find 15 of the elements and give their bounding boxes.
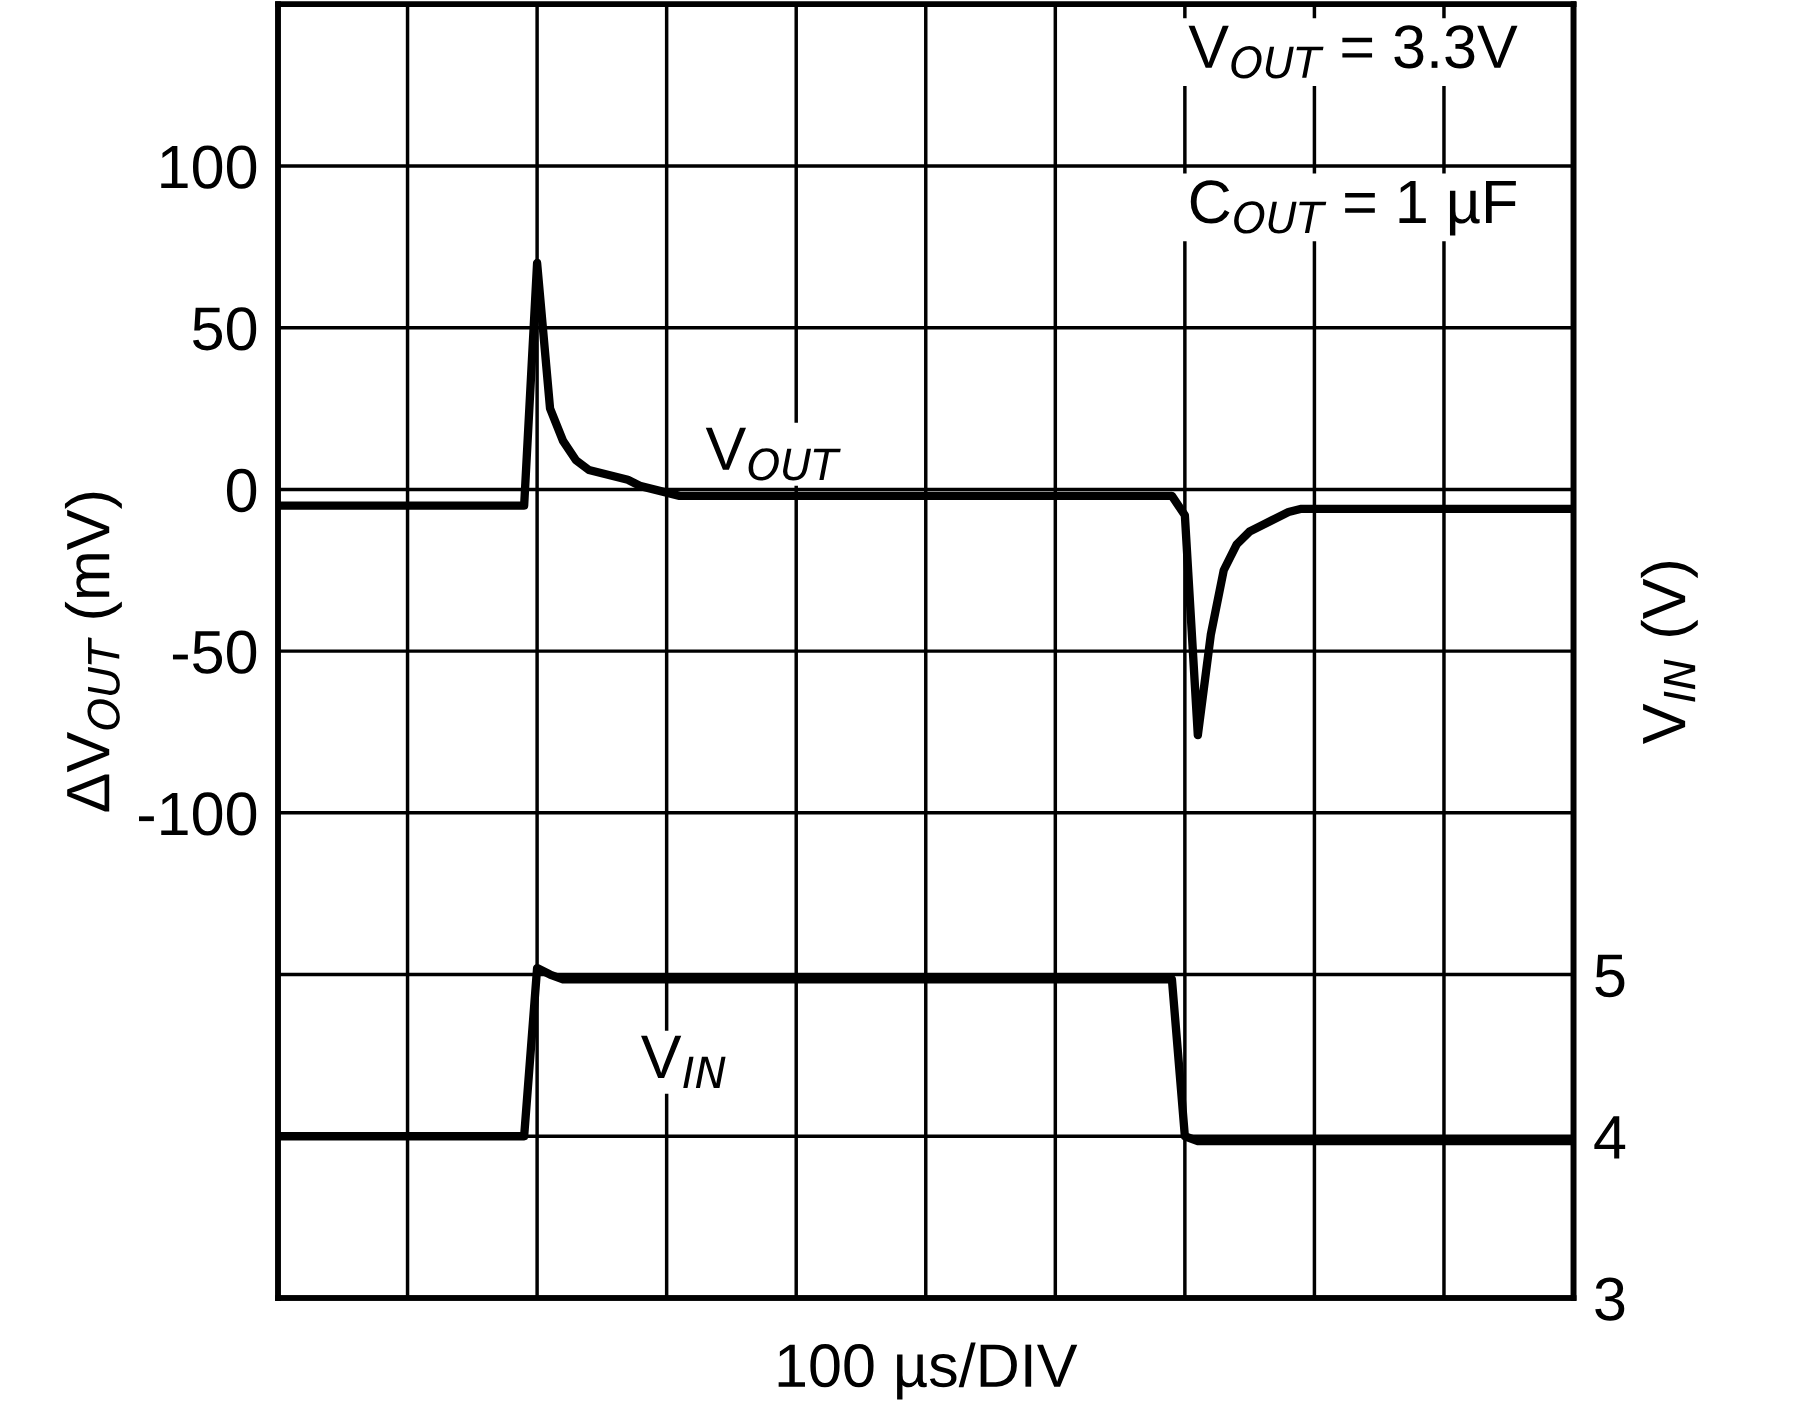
- x-axis-title: 100 µs/DIV: [778, 1342, 1078, 1400]
- y-tick-label: 0: [226, 468, 257, 513]
- y2-tick-label: 3: [1595, 1277, 1625, 1321]
- y2-tick-label: 5: [1595, 954, 1625, 998]
- annotation: V$_{OUT}$ = 3.3V: [1188, 25, 1518, 79]
- series-label: V$_{OUT}$: [705, 427, 841, 481]
- y2-axis-title: V$_{IN}$ (V): [1640, 562, 1698, 745]
- series-label: V$_{IN}$: [641, 1035, 726, 1088]
- annotation: C$_{OUT}$ = 1 µF: [1190, 180, 1516, 236]
- y-tick-label: -100: [138, 792, 257, 836]
- y-tick-label: 50: [193, 307, 257, 351]
- y-tick-label: 100: [161, 145, 257, 189]
- y-tick-label: -50: [172, 630, 257, 674]
- y-axis-title: ΔV$_{OUT}$ (mV): [64, 492, 122, 812]
- y2-tick-label: 4: [1594, 1116, 1626, 1159]
